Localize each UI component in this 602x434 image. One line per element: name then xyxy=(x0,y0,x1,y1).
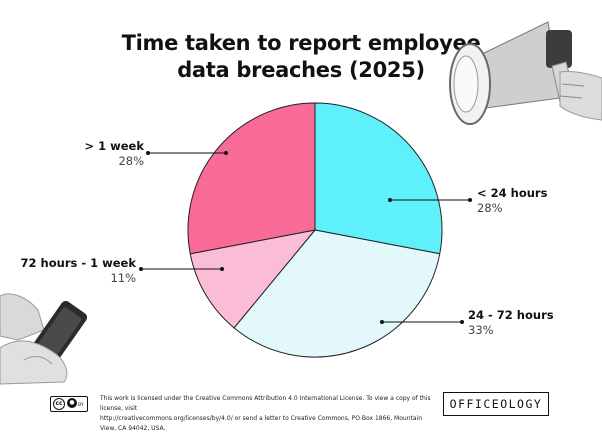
slice-value-4: 28% xyxy=(118,154,144,168)
slice-label-3: 72 hours - 1 week 11% xyxy=(21,256,136,286)
license-line-1: This work is licensed under the Creative… xyxy=(100,395,431,412)
person-icon: ● xyxy=(67,398,77,408)
chart-title-line-2: data breaches (2025) xyxy=(177,58,425,82)
leader-dot-outer-4 xyxy=(146,151,150,155)
pie-slice-4 xyxy=(187,102,316,255)
pie-slices xyxy=(187,102,443,358)
pie-slice-2 xyxy=(233,229,441,358)
pie-slice-3 xyxy=(189,229,317,329)
slice-category-3: 72 hours - 1 week xyxy=(20,256,136,270)
leader-dot-outer-3 xyxy=(139,267,143,271)
slice-label-1: < 24 hours 28% xyxy=(477,186,547,216)
cc-icon: cc xyxy=(53,398,65,410)
slice-category-2: 24 - 72 hours xyxy=(468,308,554,322)
chart-title-line-1: Time taken to report employee xyxy=(121,31,481,55)
leader-dot-inner-3 xyxy=(220,267,224,271)
leader-dot-outer-2 xyxy=(460,320,464,324)
cc-by-label: BY xyxy=(78,403,84,408)
license-text: This work is licensed under the Creative… xyxy=(100,394,440,434)
megaphone-icon xyxy=(449,21,602,125)
leader-dot-inner-4 xyxy=(224,151,228,155)
chart-title: Time taken to report employee data breac… xyxy=(0,30,602,84)
leader-dot-outer-1 xyxy=(468,198,472,202)
officeology-logo: OFFICEOLOGY xyxy=(443,392,549,416)
slice-label-2: 24 - 72 hours 33% xyxy=(468,308,554,338)
cc-by-license-icon[interactable]: cc ● BY xyxy=(50,396,88,412)
slice-value-1: 28% xyxy=(477,201,503,215)
license-line-2: http://creativecommons.org/licenses/by/4… xyxy=(100,415,423,432)
phone-hand-icon xyxy=(0,293,88,385)
slice-value-3: 11% xyxy=(110,271,136,285)
pie-leaders xyxy=(139,151,472,324)
slice-label-4: > 1 week 28% xyxy=(84,139,144,169)
pie-slice-1 xyxy=(314,102,443,255)
leader-dot-inner-2 xyxy=(380,320,384,324)
footer: cc ● BY This work is licensed under the … xyxy=(50,392,602,432)
leader-dot-inner-1 xyxy=(388,198,392,202)
slice-value-2: 33% xyxy=(468,323,494,337)
slice-category-4: > 1 week xyxy=(84,139,144,153)
slice-category-1: < 24 hours xyxy=(477,186,548,200)
